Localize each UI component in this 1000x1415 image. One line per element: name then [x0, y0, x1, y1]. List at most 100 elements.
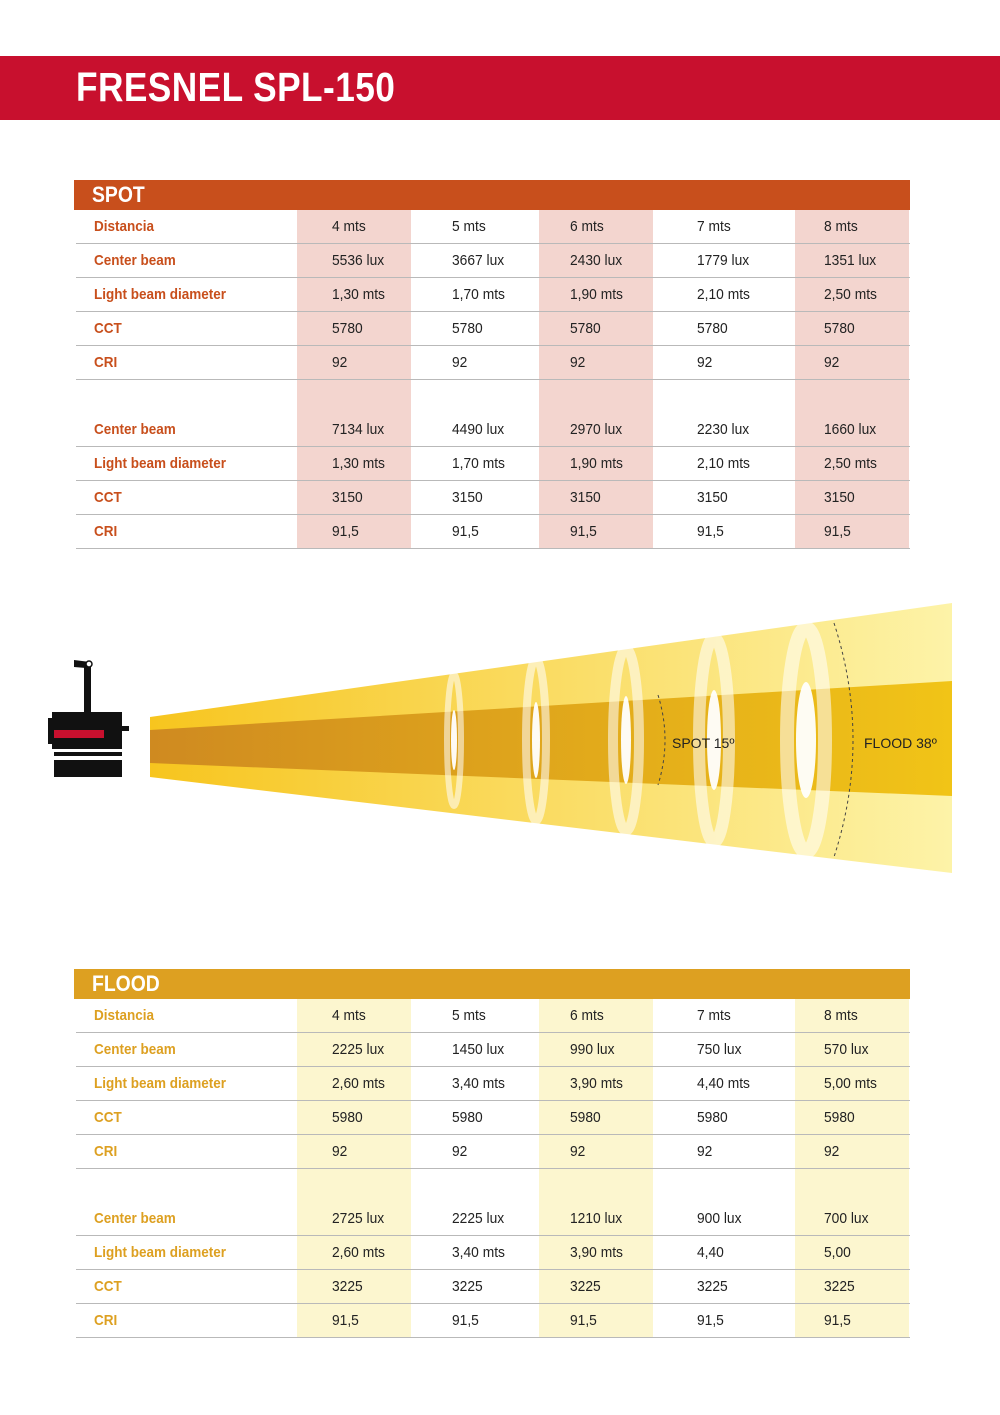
table-cell: 3150	[824, 489, 855, 506]
table-cell: 1,30 mts	[332, 286, 385, 303]
flood-table-header: FLOOD	[74, 969, 910, 999]
table-cell: 1,90 mts	[570, 286, 623, 303]
table-cell: 6 mts	[570, 218, 604, 235]
flood-angle-label: FLOOD 38º	[864, 735, 937, 751]
table-row: Light beam diameter 1,30 mts 1,70 mts 1,90 …	[76, 447, 910, 481]
spot-header-label: SPOT	[92, 182, 145, 207]
beam-hotspot	[621, 696, 631, 784]
table-cell: 91,5	[697, 523, 724, 540]
flood-header-label: FLOOD	[92, 971, 160, 996]
table-cell: 1351 lux	[824, 252, 877, 269]
table-cell: 5780	[452, 320, 483, 337]
table-row: CRI 91,5 91,5 91,5 91,5 91,5	[76, 1304, 910, 1338]
table-cell: 3225	[824, 1278, 855, 1295]
table-cell: 3150	[697, 489, 728, 506]
beam-ring	[693, 632, 735, 848]
table-row: Distancia 4 mts 5 mts 6 mts 7 mts 8 mts	[76, 999, 910, 1033]
table-row: CRI 92 92 92 92 92	[76, 1135, 910, 1169]
table-cell: 91,5	[570, 523, 597, 540]
row-label: CCT	[94, 1278, 122, 1295]
spot-rows: Distancia 4 mts 5 mts 6 mts 7 mts 8 mts Center…	[74, 210, 910, 549]
table-cell: 900 lux	[697, 1210, 742, 1227]
table-cell: 2725 lux	[332, 1210, 385, 1227]
table-row: Center beam 7134 lux 4490 lux 2970 lux 2230 …	[76, 413, 910, 447]
row-label: CRI	[94, 1143, 118, 1160]
beam-ring	[608, 644, 644, 836]
table-cell: 3,90 mts	[570, 1075, 623, 1092]
spot-table-header: SPOT	[74, 180, 910, 210]
table-cell: 700 lux	[824, 1210, 869, 1227]
table-cell: 7134 lux	[332, 421, 385, 438]
table-cell: 5980	[452, 1109, 483, 1126]
table-cell: 5780	[824, 320, 855, 337]
table-cell: 3225	[697, 1278, 728, 1295]
table-cell: 92	[452, 354, 468, 371]
table-cell: 91,5	[697, 1312, 724, 1329]
table-cell: 1,30 mts	[332, 455, 385, 472]
table-cell: 91,5	[824, 523, 851, 540]
table-cell: 91,5	[452, 523, 479, 540]
row-label: Distancia	[94, 1007, 155, 1024]
table-cell: 3150	[570, 489, 601, 506]
table-cell: 570 lux	[824, 1041, 869, 1058]
row-label: CCT	[94, 1109, 122, 1126]
table-cell: 91,5	[332, 523, 359, 540]
beam-ring	[444, 671, 464, 809]
table-cell: 1779 lux	[697, 252, 750, 269]
table-cell: 2,60 mts	[332, 1244, 385, 1261]
table-row: CCT 3225 3225 3225 3225 3225	[76, 1270, 910, 1304]
table-cell: 3667 lux	[452, 252, 505, 269]
table-cell: 2225 lux	[332, 1041, 385, 1058]
table-cell: 2970 lux	[570, 421, 623, 438]
table-cell: 1,90 mts	[570, 455, 623, 472]
beam-hotspot	[451, 710, 457, 770]
table-cell: 1,70 mts	[452, 455, 505, 472]
table-cell: 5980	[570, 1109, 601, 1126]
table-cell: 92	[332, 354, 348, 371]
table-cell: 4 mts	[332, 218, 366, 235]
table-row: Center beam 2725 lux 2225 lux 1210 lux 900 l…	[76, 1202, 910, 1236]
row-label: Center beam	[94, 421, 176, 438]
row-label: CRI	[94, 354, 118, 371]
spot-table: SPOT Distancia 4 mts 5 mts 6 mts 7 mts 8 mts C…	[74, 180, 910, 549]
row-label: Light beam diameter	[94, 1244, 227, 1261]
table-cell: 750 lux	[697, 1041, 742, 1058]
table-cell: 2,10 mts	[697, 455, 750, 472]
beam-diagram: SPOT 15º FLOOD 38º	[0, 595, 1000, 885]
table-cell: 92	[452, 1143, 468, 1160]
row-label: CCT	[94, 489, 122, 506]
beam-hotspot	[796, 682, 816, 798]
row-label: Center beam	[94, 252, 176, 269]
table-cell: 2430 lux	[570, 252, 623, 269]
row-spacer	[76, 380, 910, 413]
row-label: Center beam	[94, 1041, 176, 1058]
table-cell: 2,50 mts	[824, 455, 877, 472]
table-cell: 3,90 mts	[570, 1244, 623, 1261]
table-cell: 5 mts	[452, 1007, 486, 1024]
row-label: Light beam diameter	[94, 286, 227, 303]
table-cell: 3,40 mts	[452, 1244, 505, 1261]
table-cell: 4,40	[697, 1244, 724, 1261]
table-cell: 7 mts	[697, 218, 731, 235]
table-cell: 91,5	[452, 1312, 479, 1329]
table-cell: 7 mts	[697, 1007, 731, 1024]
flood-table: FLOOD Distancia 4 mts 5 mts 6 mts 7 mts 8 mts…	[74, 969, 910, 1338]
table-cell: 5980	[332, 1109, 363, 1126]
title-banner: FRESNEL SPL-150	[0, 56, 1000, 120]
table-cell: 3225	[452, 1278, 483, 1295]
beam-hotspot	[707, 690, 721, 790]
table-cell: 92	[697, 354, 713, 371]
table-cell: 91,5	[570, 1312, 597, 1329]
beam-ring	[522, 655, 550, 825]
flood-angle-arc	[833, 622, 854, 858]
table-cell: 92	[824, 1143, 840, 1160]
table-cell: 6 mts	[570, 1007, 604, 1024]
row-label: Distancia	[94, 218, 155, 235]
table-cell: 5980	[697, 1109, 728, 1126]
beam-ring	[780, 621, 832, 859]
table-cell: 5780	[697, 320, 728, 337]
table-row: CRI 91,5 91,5 91,5 91,5 91,5	[76, 515, 910, 549]
table-cell: 1660 lux	[824, 421, 877, 438]
fresnel-lamp-icon	[48, 660, 129, 777]
table-cell: 2,50 mts	[824, 286, 877, 303]
